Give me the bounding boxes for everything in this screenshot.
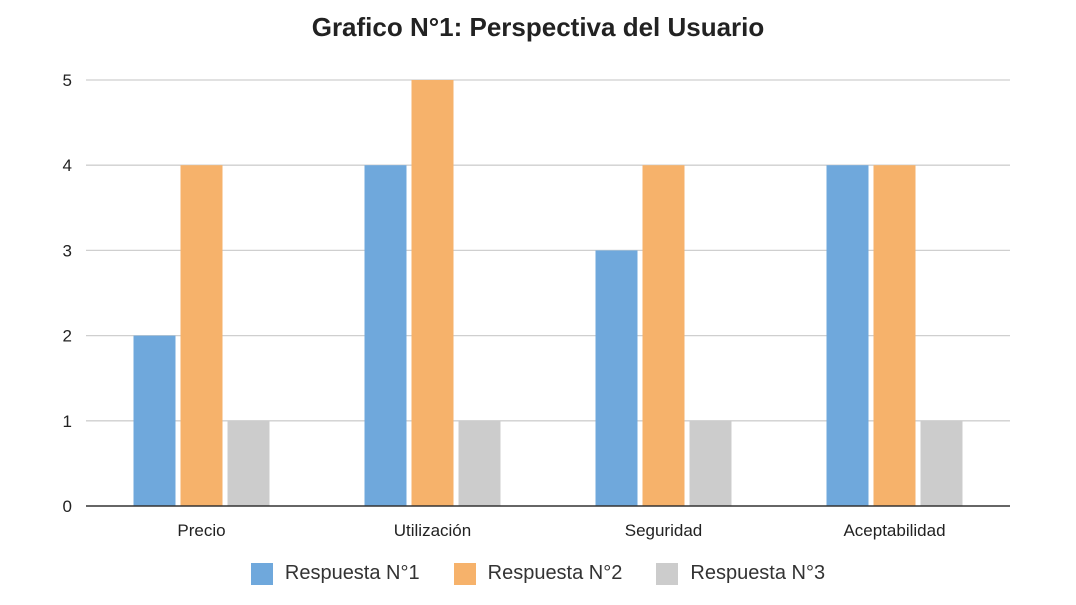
bar-seguridad-series-1 bbox=[595, 250, 638, 506]
legend-label: Respuesta N°3 bbox=[690, 562, 826, 584]
bar-seguridad-series-2 bbox=[642, 165, 685, 506]
legend-item: Respuesta N°2 bbox=[453, 562, 623, 585]
y-tick-label: 0 bbox=[63, 497, 72, 516]
bars bbox=[133, 80, 963, 506]
y-tick-label: 3 bbox=[63, 241, 72, 260]
legend-swatch bbox=[250, 562, 273, 585]
bar-utilización-series-2 bbox=[411, 80, 454, 506]
legend-label: Respuesta N°1 bbox=[284, 562, 420, 584]
bar-aceptabilidad-series-3 bbox=[920, 420, 963, 506]
chart-title: Grafico N°1: Perspectiva del Usuario bbox=[311, 12, 765, 42]
grid-lines bbox=[86, 79, 1010, 422]
y-axis-tick-labels: 0 1 2 3 4 5 bbox=[63, 71, 72, 516]
y-tick-label: 2 bbox=[63, 327, 72, 346]
bar-precio-series-2 bbox=[180, 165, 223, 506]
bar-precio-series-1 bbox=[133, 335, 176, 506]
bar-utilización-series-1 bbox=[364, 165, 407, 506]
legend-label: Respuesta N°2 bbox=[487, 562, 623, 584]
y-tick-label: 4 bbox=[63, 156, 72, 175]
legend-item: Respuesta N°3 bbox=[656, 562, 825, 585]
legend-swatch bbox=[656, 562, 679, 585]
legend-swatch bbox=[453, 562, 476, 585]
legend-item: Respuesta N°1 bbox=[250, 562, 420, 585]
x-tick-label: Precio bbox=[177, 521, 225, 540]
bar-aceptabilidad-series-1 bbox=[826, 165, 869, 506]
x-tick-label: Seguridad bbox=[625, 521, 703, 540]
y-tick-label: 5 bbox=[63, 71, 72, 90]
legend: Respuesta N°1 Respuesta N°2 Respuesta N°3 bbox=[0, 562, 1076, 585]
bar-precio-series-3 bbox=[227, 420, 270, 506]
bar-seguridad-series-3 bbox=[689, 420, 732, 506]
x-axis-tick-labels: Precio Utilización Seguridad Aceptabilidad bbox=[177, 521, 945, 540]
bar-utilización-series-3 bbox=[458, 420, 501, 506]
x-tick-label: Utilización bbox=[394, 521, 471, 540]
x-tick-label: Aceptabilidad bbox=[843, 521, 945, 540]
y-tick-label: 1 bbox=[63, 412, 72, 431]
bar-aceptabilidad-series-2 bbox=[873, 165, 916, 506]
